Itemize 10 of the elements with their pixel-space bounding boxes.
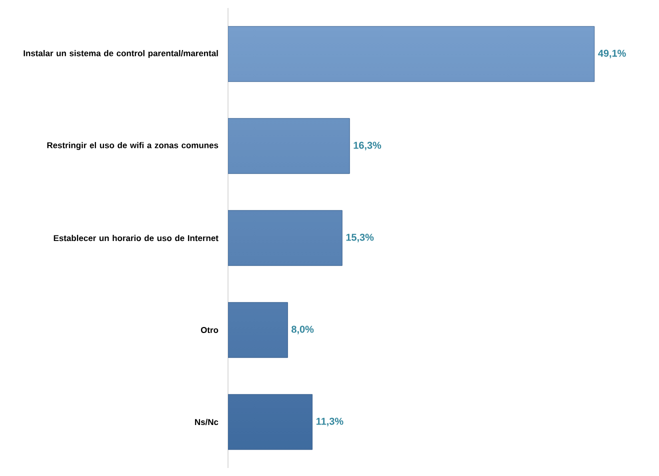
y-tick-label: Ns/Nc <box>195 418 218 426</box>
data-label: 16,3% <box>354 142 382 150</box>
data-label: 8,0% <box>292 326 314 334</box>
data-label: 15,3% <box>346 234 374 242</box>
y-tick-label: Otro <box>200 327 218 333</box>
y-tick-label: Restringir el uso de wifi a zonas comunes <box>47 142 218 150</box>
y-tick-label: Establecer un horario de uso de Internet <box>54 234 218 242</box>
y-tick-label: Instalar un sistema de control parental/marental <box>24 50 218 58</box>
data-label: 49,1% <box>598 50 626 58</box>
data-label: 11,3% <box>316 418 344 426</box>
